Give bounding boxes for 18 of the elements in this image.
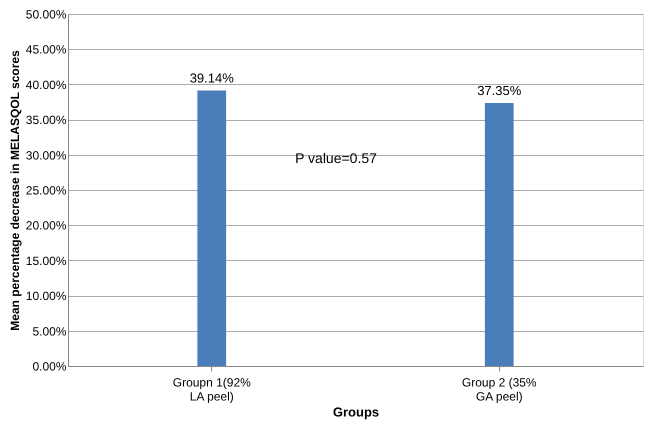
- y-tick-label: 15.00%: [26, 254, 67, 268]
- y-axis-title: Mean percentage decrease in MELASQOL scores: [8, 50, 22, 331]
- annotation: P value=0.57: [295, 150, 378, 166]
- y-tick-label: 20.00%: [26, 218, 67, 233]
- y-tick-label: 40.00%: [26, 78, 67, 92]
- y-tick-label: 5.00%: [32, 324, 67, 338]
- y-tick-label: 0.00%: [32, 360, 67, 374]
- y-tick-label: 30.00%: [26, 148, 67, 162]
- x-tick-label: Groupn 1(92% LA peel): [172, 376, 252, 404]
- data-label: 37.35%: [477, 83, 522, 98]
- y-tick-label: 25.00%: [26, 184, 67, 198]
- y-tick-label: 50.00%: [26, 8, 67, 22]
- data-label: 39.14%: [190, 70, 234, 86]
- x-axis-title: Groups: [332, 404, 380, 420]
- y-tick-label: 45.00%: [26, 42, 67, 57]
- y-tick-label: 10.00%: [26, 289, 67, 304]
- x-tick-label: Group 2 (35% GA peel): [462, 376, 537, 404]
- y-tick-label: 35.00%: [26, 113, 67, 128]
